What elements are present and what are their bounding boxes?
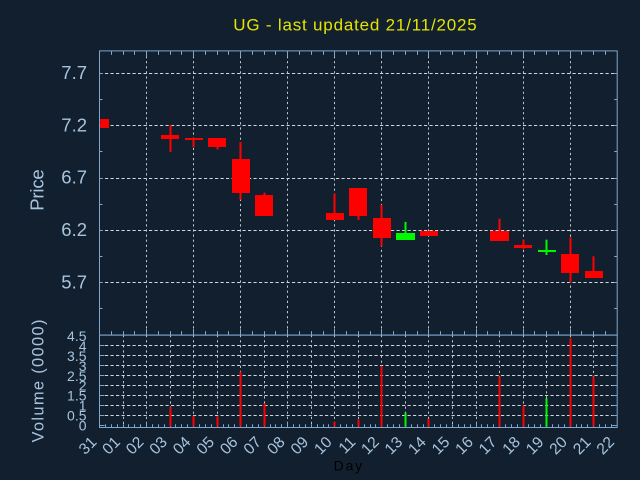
svg-text:7.2: 7.2: [61, 114, 87, 135]
svg-text:6.7: 6.7: [61, 167, 87, 188]
svg-text:2: 2: [79, 378, 87, 394]
svg-text:UG - last updated 21/11/2025: UG - last updated 21/11/2025: [233, 16, 477, 35]
svg-text:6.2: 6.2: [61, 219, 87, 240]
svg-text:Day: Day: [334, 457, 363, 473]
svg-text:Volume (0000): Volume (0000): [30, 320, 48, 443]
svg-text:0: 0: [79, 418, 87, 434]
svg-text:3.5: 3.5: [67, 348, 87, 364]
svg-text:5.7: 5.7: [61, 272, 87, 293]
svg-text:3: 3: [79, 358, 87, 374]
svg-text:0.5: 0.5: [67, 408, 87, 424]
svg-text:4.5: 4.5: [67, 328, 87, 344]
svg-text:7.7: 7.7: [61, 62, 87, 83]
svg-text:2.5: 2.5: [67, 368, 87, 384]
svg-text:Price: Price: [27, 169, 48, 211]
svg-text:1: 1: [79, 398, 87, 414]
svg-text:1.5: 1.5: [67, 388, 87, 404]
svg-text:4: 4: [79, 338, 87, 354]
